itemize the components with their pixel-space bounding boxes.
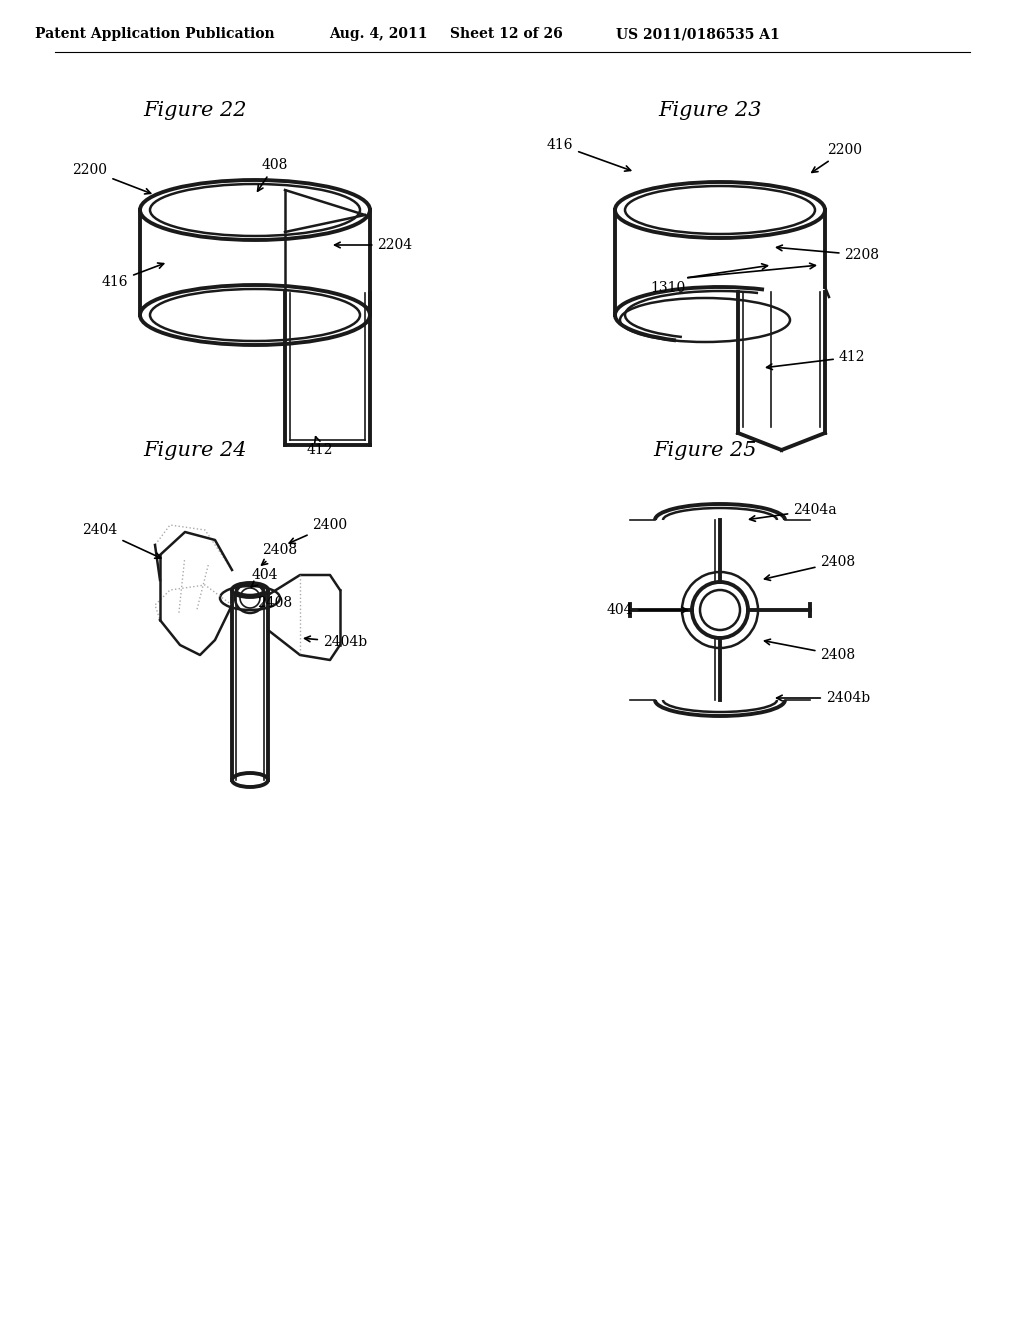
Text: 2204: 2204 [335, 238, 413, 252]
Text: 416: 416 [101, 263, 164, 289]
Text: 404: 404 [607, 603, 687, 616]
Text: 412: 412 [767, 350, 865, 370]
Text: 2404: 2404 [82, 523, 161, 558]
Text: 2400: 2400 [289, 517, 347, 544]
Text: Figure 23: Figure 23 [658, 100, 762, 120]
Text: 404: 404 [251, 568, 279, 587]
Text: 2408: 2408 [261, 543, 298, 565]
Text: 2408: 2408 [765, 554, 856, 581]
Text: 2200: 2200 [812, 143, 862, 173]
Text: 412: 412 [307, 437, 333, 457]
Text: Figure 22: Figure 22 [143, 100, 247, 120]
Text: Patent Application Publication: Patent Application Publication [35, 26, 274, 41]
Text: 1310: 1310 [650, 281, 686, 294]
Text: 2408: 2408 [765, 639, 856, 663]
Text: 2404b: 2404b [304, 635, 367, 649]
Text: Figure 24: Figure 24 [143, 441, 247, 459]
Text: 416: 416 [547, 139, 631, 172]
Text: Aug. 4, 2011: Aug. 4, 2011 [329, 26, 427, 41]
Text: 2404a: 2404a [750, 503, 837, 521]
Text: 2208: 2208 [776, 246, 880, 261]
Text: Figure 25: Figure 25 [653, 441, 757, 459]
Text: 2404b: 2404b [776, 690, 870, 705]
Text: US 2011/0186535 A1: US 2011/0186535 A1 [616, 26, 780, 41]
Text: Sheet 12 of 26: Sheet 12 of 26 [450, 26, 562, 41]
Text: 408: 408 [258, 158, 288, 191]
Text: 2408: 2408 [257, 597, 293, 610]
Text: 2200: 2200 [73, 162, 151, 194]
